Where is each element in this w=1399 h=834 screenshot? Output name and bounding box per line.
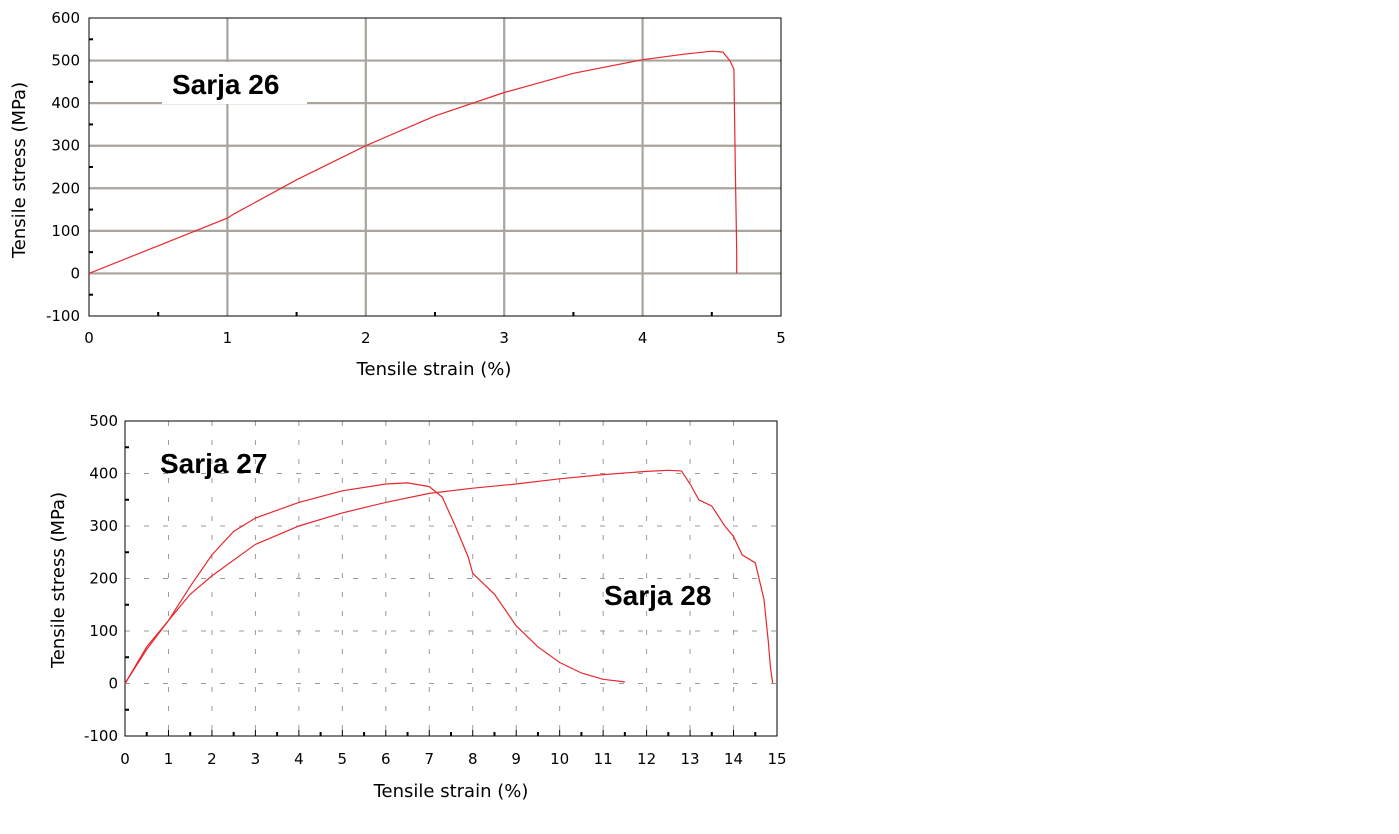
chart2-y-tick-label: 400 bbox=[89, 465, 118, 483]
chart2-y-tick-label: 100 bbox=[89, 622, 118, 640]
chart1-x-tick-label: 3 bbox=[499, 329, 509, 347]
chart2-x-tick-label: 4 bbox=[294, 750, 304, 768]
chart2-x-tick-label: 3 bbox=[251, 750, 261, 768]
chart2-y-tick-labels: -100 0 100 200 300 400 500 bbox=[84, 412, 118, 745]
chart2-x-tick-label: 7 bbox=[424, 750, 434, 768]
chart2-y-tick-label: 300 bbox=[89, 517, 118, 535]
chart2-x-tick-label: 12 bbox=[637, 750, 656, 768]
chart2-x-tick-label: 8 bbox=[468, 750, 478, 768]
chart2-x-tick-label: 9 bbox=[511, 750, 521, 768]
chart1-y-tick-label: 0 bbox=[70, 264, 80, 282]
chart2-x-tick-label: 5 bbox=[338, 750, 348, 768]
chart2-x-tick-label: 6 bbox=[381, 750, 391, 768]
chart1-label-background bbox=[162, 62, 307, 104]
chart2-x-tick-label: 14 bbox=[724, 750, 743, 768]
chart2-y-tick-label: -100 bbox=[84, 727, 118, 745]
chart2-series-line-sarja-28 bbox=[124, 469, 774, 684]
chart1-y-tick-label: -100 bbox=[46, 307, 80, 325]
chart1-minor-ticks bbox=[89, 38, 713, 316]
chart2-y-tick-label: 500 bbox=[89, 412, 118, 430]
chart2-minor-ticks bbox=[124, 446, 757, 736]
chart2-series-label-sarja-28: Sarja 28 bbox=[604, 580, 711, 611]
chart1-y-tick-label: 600 bbox=[51, 9, 80, 27]
chart2-x-tick-label: 2 bbox=[207, 750, 217, 768]
chart1-y-tick-label: 300 bbox=[51, 137, 80, 155]
chart1-x-tick-labels: 0 1 2 3 4 5 bbox=[84, 329, 786, 347]
chart2-x-tick-labels: 0 1 2 3 4 5 6 7 8 9 10 11 12 13 14 15 bbox=[120, 750, 786, 768]
chart1-y-tick-label: 500 bbox=[51, 52, 80, 70]
chart2-y-axis-label: Tensile stress (MPa) bbox=[48, 492, 69, 669]
chart1-x-tick-label: 0 bbox=[84, 329, 94, 347]
chart2-y-tick-label: 200 bbox=[89, 570, 118, 588]
chart2-series-label-sarja-27: Sarja 27 bbox=[160, 448, 267, 479]
chart2-x-tick-label: 1 bbox=[164, 750, 174, 768]
chart2-x-tick-label: 10 bbox=[550, 750, 569, 768]
chart2-gridlines bbox=[125, 421, 777, 736]
chart1-x-tick-label: 2 bbox=[361, 329, 371, 347]
chart1-x-tick-label: 1 bbox=[223, 329, 233, 347]
chart2-x-tick-label: 0 bbox=[120, 750, 130, 768]
chart1-y-tick-label: 400 bbox=[51, 94, 80, 112]
chart2-x-tick-label: 15 bbox=[767, 750, 786, 768]
chart1-series-line-sarja-26 bbox=[88, 50, 738, 274]
chart2-x-axis-label: Tensile strain (%) bbox=[373, 781, 529, 802]
chart1-y-axis-label: Tensile stress (MPa) bbox=[9, 82, 30, 259]
chart2-series-line-sarja-27 bbox=[124, 482, 625, 684]
chart1-y-tick-label: 100 bbox=[51, 222, 80, 240]
chart1-series-label: Sarja 26 bbox=[172, 69, 279, 100]
chart2-y-tick-label: 0 bbox=[108, 675, 118, 693]
chart1-x-axis-label: Tensile strain (%) bbox=[356, 359, 512, 380]
chart1-x-tick-label: 4 bbox=[638, 329, 648, 347]
chart1-y-tick-label: 200 bbox=[51, 179, 80, 197]
chart1-x-tick-label: 5 bbox=[776, 329, 786, 347]
chart2-x-tick-label: 11 bbox=[594, 750, 613, 768]
chart2-x-tick-label: 13 bbox=[681, 750, 700, 768]
chart1-y-tick-labels: -100 0 100 200 300 400 500 600 bbox=[46, 9, 80, 325]
